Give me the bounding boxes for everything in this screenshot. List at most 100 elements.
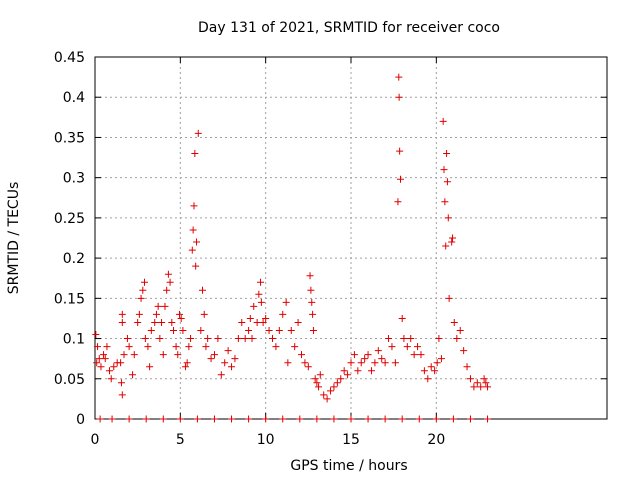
data-point <box>385 335 393 343</box>
y-tick-label: 0.3 <box>63 171 85 187</box>
data-point <box>188 246 196 254</box>
data-point <box>192 262 200 270</box>
data-point <box>255 290 263 298</box>
data-point <box>107 375 115 383</box>
data-point <box>174 351 182 359</box>
data-point <box>364 415 372 423</box>
data-point <box>442 242 450 250</box>
data-point <box>480 375 488 383</box>
data-point <box>137 294 145 302</box>
data-point <box>448 238 456 246</box>
data-point <box>378 355 386 363</box>
data-point <box>185 343 193 351</box>
data-point <box>453 335 461 343</box>
data-point <box>161 302 169 310</box>
data-point <box>250 302 258 310</box>
data-point <box>371 359 379 367</box>
data-point <box>118 310 126 318</box>
y-tick-label: 0.45 <box>54 50 85 66</box>
data-point <box>118 318 126 326</box>
data-point <box>308 298 316 306</box>
data-point <box>154 302 162 310</box>
data-point <box>129 371 137 379</box>
x-tick-label: 15 <box>342 432 360 448</box>
data-point <box>398 415 406 423</box>
data-point <box>253 318 261 326</box>
data-point <box>381 359 389 367</box>
data-point <box>221 359 229 367</box>
grid-lines <box>95 57 607 419</box>
data-point <box>234 335 242 343</box>
data-point <box>440 166 448 174</box>
y-tick-label: 0.15 <box>54 291 85 307</box>
data-point <box>315 383 323 391</box>
data-point <box>327 387 335 395</box>
data-point <box>282 298 290 306</box>
data-point <box>287 327 295 335</box>
data-point <box>147 327 155 335</box>
data-point <box>144 343 152 351</box>
x-tick-label: 10 <box>257 432 275 448</box>
data-point <box>179 327 187 335</box>
data-point <box>183 359 191 367</box>
data-point <box>246 314 254 322</box>
data-point <box>176 415 184 423</box>
data-point <box>210 415 218 423</box>
data-point <box>306 272 314 280</box>
data-point <box>275 327 283 335</box>
data-point <box>146 363 154 371</box>
data-point <box>450 318 458 326</box>
data-point <box>484 383 492 391</box>
data-point <box>291 343 299 351</box>
y-tick-label: 0.25 <box>54 211 85 227</box>
data-point <box>296 415 304 423</box>
data-point <box>241 335 249 343</box>
data-point <box>96 415 104 423</box>
data-point <box>134 318 142 326</box>
data-point <box>214 335 222 343</box>
data-point <box>94 343 102 351</box>
data-point <box>330 383 338 391</box>
data-point <box>257 298 265 306</box>
data-point <box>97 363 105 371</box>
data-point <box>257 278 265 286</box>
data-point <box>391 359 399 367</box>
data-point <box>470 383 478 391</box>
data-point <box>262 314 270 322</box>
data-point <box>311 375 319 383</box>
data-point <box>443 150 451 158</box>
data-point <box>159 351 167 359</box>
data-point <box>435 335 443 343</box>
data-point <box>460 347 468 355</box>
data-point <box>197 327 205 335</box>
data-point <box>117 359 125 367</box>
data-point <box>93 359 101 367</box>
data-point <box>330 415 338 423</box>
data-point <box>396 147 404 155</box>
data-point <box>350 351 358 359</box>
data-point <box>156 335 164 343</box>
data-point <box>364 351 372 359</box>
data-point <box>449 415 457 423</box>
data-point <box>130 351 138 359</box>
data-point <box>141 335 149 343</box>
data-point <box>441 198 449 206</box>
data-point <box>193 415 201 423</box>
data-point <box>272 343 280 351</box>
data-point <box>158 318 166 326</box>
data-point <box>463 363 471 371</box>
data-point <box>337 375 345 383</box>
data-point <box>333 379 341 387</box>
data-point <box>135 310 143 318</box>
data-point <box>175 310 183 318</box>
data-point <box>340 367 348 375</box>
data-point <box>398 314 406 322</box>
chart-title: Day 131 of 2021, SRMTID for receiver coc… <box>198 20 500 36</box>
data-point <box>238 318 246 326</box>
data-point <box>140 278 148 286</box>
data-point <box>95 355 103 363</box>
data-point <box>381 415 389 423</box>
data-point <box>168 318 176 326</box>
data-point <box>120 351 128 359</box>
